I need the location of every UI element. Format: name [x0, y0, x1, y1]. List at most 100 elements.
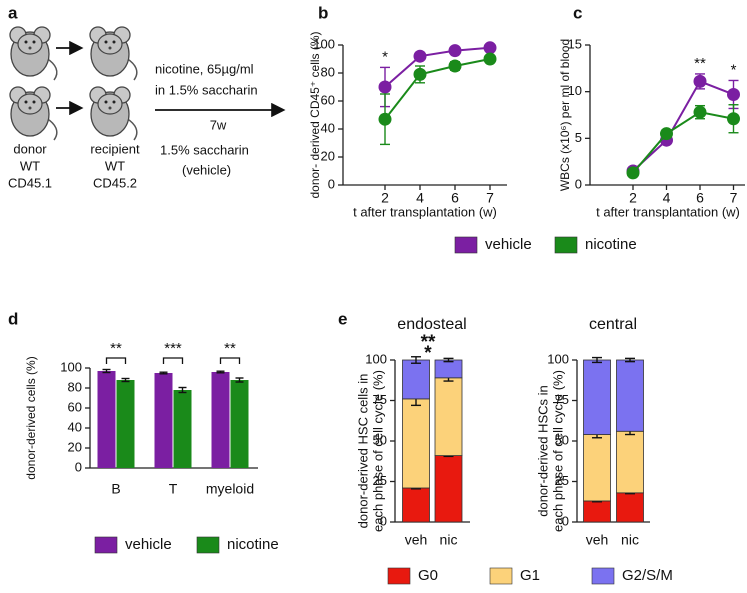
y-tick-label: 10: [568, 83, 582, 98]
annotation: **: [224, 340, 236, 357]
bar-segment: [583, 359, 611, 435]
label: in 1.5% saccharin: [155, 82, 258, 97]
x-tick-label: 6: [696, 190, 704, 206]
y-tick-label: 75: [373, 392, 387, 407]
x-tick-label: nic: [621, 532, 639, 548]
label: CD45.1: [8, 175, 52, 190]
bar-segment: [583, 500, 611, 523]
bar-segment: [434, 377, 463, 456]
data-point: [483, 52, 497, 66]
chart-title: central: [589, 316, 637, 333]
x-tick-label: 4: [416, 190, 424, 206]
legend-label: G1: [520, 567, 540, 584]
bar-segment: [402, 487, 430, 523]
significance-bracket: [219, 357, 241, 364]
y-axis-label: each phase of cell cycle (%): [550, 370, 565, 532]
x-tick-label: 2: [381, 190, 389, 206]
chart-title: endosteal: [397, 316, 466, 333]
y-tick-label: 40: [321, 120, 335, 135]
bar-segment: [434, 455, 463, 523]
legend-label: nicotine: [227, 536, 279, 553]
label: 7w: [210, 117, 227, 132]
x-tick-label: veh: [586, 532, 609, 548]
mouse-icon: [9, 26, 58, 81]
y-tick-label: 100: [547, 351, 569, 366]
y-tick-label: 100: [60, 359, 82, 374]
annotation: **: [421, 332, 436, 353]
data-point: [413, 49, 427, 63]
legend-label: vehicle: [485, 236, 532, 253]
label: 1.5% saccharin: [160, 142, 249, 157]
data-point: [448, 59, 462, 73]
legend-swatch: [454, 236, 478, 254]
series-line: [632, 111, 734, 174]
panel-label: e: [338, 309, 347, 328]
legend-swatch: [591, 567, 615, 585]
y-tick-label: 20: [321, 148, 335, 163]
bar-segment: [583, 434, 611, 502]
x-tick-label: 7: [486, 190, 494, 206]
panel-label: c: [573, 3, 582, 22]
annotation: ***: [164, 340, 182, 357]
x-axis-label: t after transplantation (w): [596, 204, 740, 219]
bar-segment: [402, 398, 430, 489]
mouse-icon: [89, 86, 138, 141]
annotation: *: [731, 61, 737, 78]
bar: [154, 373, 173, 468]
data-point: [483, 41, 497, 55]
y-tick-label: 80: [321, 64, 335, 79]
significance-bracket: [105, 357, 127, 364]
y-tick-label: 80: [68, 379, 82, 394]
y-tick-label: 0: [575, 176, 582, 191]
bar: [116, 380, 135, 468]
y-axis-label: donor-derived HSCs in: [535, 385, 550, 517]
bar: [173, 390, 192, 468]
legend-swatch: [554, 236, 578, 254]
annotation: **: [694, 55, 706, 72]
y-tick-label: 15: [568, 36, 582, 51]
annotation: *: [424, 343, 432, 364]
label: donor: [13, 141, 47, 156]
y-tick-label: 20: [68, 439, 82, 454]
data-point: [626, 166, 640, 180]
bar: [230, 380, 249, 468]
mouse-icon: [9, 86, 58, 141]
label: WT: [20, 158, 40, 173]
data-point: [727, 87, 740, 101]
label: nicotine, 65µg/ml: [155, 61, 254, 76]
y-tick-label: 0: [75, 459, 82, 474]
label: WT: [105, 158, 125, 173]
x-tick-label: T: [169, 481, 178, 497]
y-tick-label: 100: [313, 36, 335, 51]
legend-label: G2/S/M: [622, 567, 673, 584]
bar-segment: [616, 359, 644, 432]
legend-swatch: [94, 536, 118, 554]
mouse-icon: [89, 26, 138, 81]
x-tick-label: 4: [663, 190, 671, 206]
panel-label: a: [8, 3, 18, 22]
x-tick-label: B: [111, 481, 120, 497]
x-tick-label: 7: [730, 190, 738, 206]
y-axis-label: donor- derived CD45⁺ cells (%): [308, 31, 322, 198]
legend-label: nicotine: [585, 236, 637, 253]
y-tick-label: 0: [380, 513, 387, 528]
data-point: [693, 105, 707, 119]
y-axis-label: WBCs (x10⁶) per ml of blood: [558, 39, 572, 191]
bar-segment: [616, 430, 644, 494]
y-tick-label: 50: [373, 432, 387, 447]
y-tick-label: 0: [328, 176, 335, 191]
series-line: [632, 80, 734, 172]
series-line: [384, 58, 491, 120]
x-tick-label: nic: [440, 532, 458, 548]
x-tick-label: myeloid: [206, 481, 254, 497]
y-tick-label: 25: [373, 473, 387, 488]
legend-swatch: [387, 567, 411, 585]
x-tick-label: veh: [405, 532, 428, 548]
x-tick-label: 6: [451, 190, 459, 206]
y-tick-label: 0: [562, 513, 569, 528]
y-axis-label: donor-derived HSC cells in: [355, 374, 370, 529]
bar-segment: [434, 359, 463, 379]
label: CD45.2: [93, 175, 137, 190]
legend-label: vehicle: [125, 536, 172, 553]
